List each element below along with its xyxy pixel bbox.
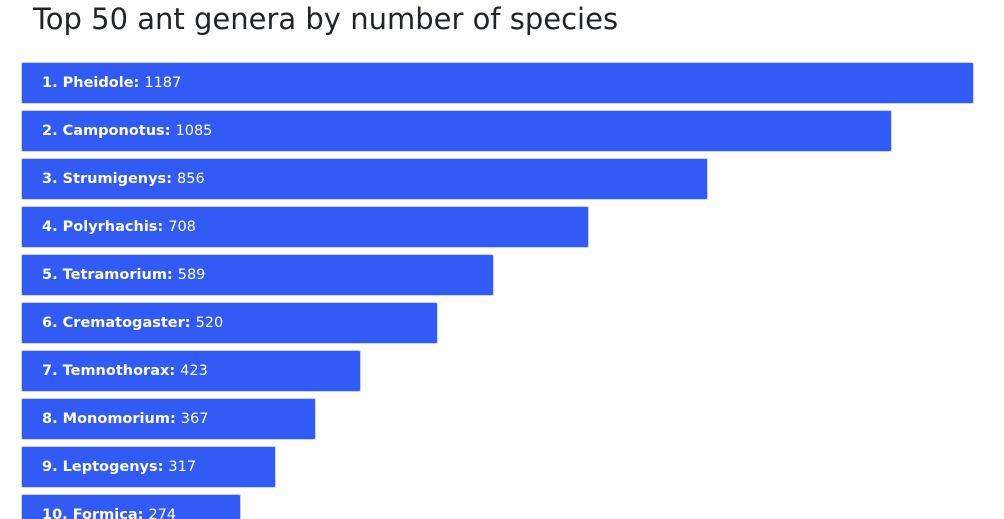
bar: 10. Formica: 274 bbox=[21, 494, 241, 519]
bar-value: 1187 bbox=[144, 75, 182, 91]
bar-value: 423 bbox=[180, 363, 208, 379]
bar-label: 9. Leptogenys: bbox=[42, 459, 164, 475]
bar-label: 2. Camponotus: bbox=[42, 123, 171, 139]
bar-value: 708 bbox=[168, 219, 196, 235]
bar-value: 274 bbox=[148, 507, 177, 519]
bar-value: 520 bbox=[195, 315, 224, 331]
bar-value: 589 bbox=[177, 267, 206, 283]
bar: 6. Crematogaster: 520 bbox=[21, 302, 438, 344]
bar: 9. Leptogenys: 317 bbox=[21, 446, 276, 488]
bar-value: 317 bbox=[168, 459, 197, 475]
bar: 7. Temnothorax: 423 bbox=[21, 350, 361, 392]
bar-label: 4. Polyrhachis: bbox=[42, 219, 164, 235]
bar-label: 6. Crematogaster: bbox=[42, 315, 191, 331]
bar-label: 10. Formica: bbox=[42, 507, 144, 519]
bar-label: 1. Pheidole: bbox=[42, 75, 140, 91]
bar-value: 1085 bbox=[175, 123, 213, 139]
bar-chart: 1. Pheidole: 1187 2. Camponotus: 1085 3. Str… bbox=[21, 62, 974, 519]
bar-label: 8. Monomorium: bbox=[42, 411, 176, 427]
bar-label: 7. Temnothorax: bbox=[42, 363, 176, 379]
page-title: Top 50 ant genera by number of species bbox=[33, 2, 619, 36]
bar: 4. Polyrhachis: 708 bbox=[21, 206, 589, 248]
bar: 5. Tetramorium: 589 bbox=[21, 254, 494, 296]
bar: 2. Camponotus: 1085 bbox=[21, 110, 892, 152]
bar: 8. Monomorium: 367 bbox=[21, 398, 316, 440]
bar-label: 3. Strumigenys: bbox=[42, 171, 172, 187]
bar-label: 5. Tetramorium: bbox=[42, 267, 173, 283]
bar-value: 367 bbox=[180, 411, 209, 427]
bar: 3. Strumigenys: 856 bbox=[21, 158, 708, 200]
bar: 1. Pheidole: 1187 bbox=[21, 62, 974, 104]
bar-value: 856 bbox=[177, 171, 205, 187]
